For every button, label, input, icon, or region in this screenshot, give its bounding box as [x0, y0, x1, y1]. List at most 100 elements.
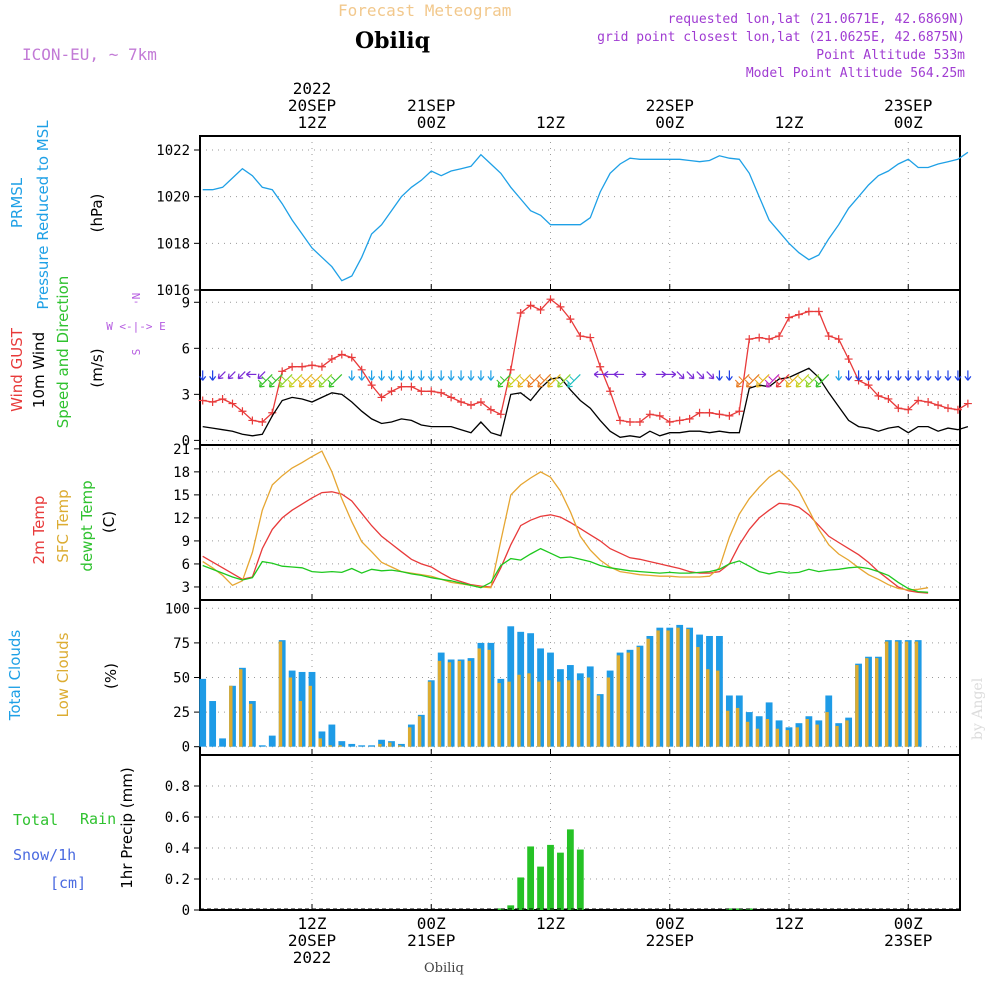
- low-cloud-bar: [914, 641, 919, 747]
- low-cloud-bar: [318, 738, 322, 747]
- total-cloud-bar: [348, 743, 356, 747]
- wind-arrow-feather: [506, 379, 512, 385]
- wind-arrow: [784, 373, 800, 388]
- low-cloud-bar: [875, 658, 879, 747]
- wind-gust-label: Wind GUST: [8, 327, 26, 412]
- wind-gust-marker: [407, 382, 416, 391]
- model-label: ICON-EU, ~ 7km: [22, 45, 157, 64]
- low-cloud-bar: [378, 743, 382, 747]
- y-tick-label: 1020: [156, 190, 190, 206]
- wind-arrow: [725, 370, 733, 381]
- wind-gust-marker: [616, 416, 625, 425]
- wind-gust-marker: [556, 302, 565, 311]
- y-tick-label: 6: [182, 341, 190, 357]
- wind-arrow-feather: [496, 379, 502, 385]
- wind-arrow: [954, 370, 962, 381]
- wind-arrow-head: [745, 382, 752, 388]
- wind-arrow-shaft: [237, 371, 246, 380]
- pressure-line: [202, 151, 969, 282]
- wind-arrow: [814, 373, 830, 388]
- wind-arrow-shaft: [217, 371, 226, 380]
- wind-gust-marker: [864, 381, 873, 390]
- wind-gust-marker: [377, 393, 386, 402]
- wind-arrow: [447, 370, 455, 381]
- wind-gust-marker: [437, 388, 446, 397]
- wind-arrow-head: [725, 376, 733, 381]
- wind-gust-marker: [685, 414, 694, 423]
- wind-arrow: [368, 370, 376, 381]
- wind-gust-marker: [526, 301, 535, 310]
- low-cloud-bar: [328, 745, 332, 747]
- precip-total-label: Total: [13, 811, 58, 829]
- wind-arrow: [635, 370, 647, 378]
- time-label-bottom: 21SEP: [407, 931, 455, 950]
- wind-arrow: [257, 373, 273, 388]
- wind-arrow-feather: [774, 379, 780, 385]
- wind-arrow-head: [805, 382, 812, 388]
- wind-gust-marker: [794, 310, 803, 319]
- wind-arrow-head: [209, 376, 217, 381]
- wind-arrow: [487, 370, 495, 381]
- pressure-axis-label: Pressure Reduced to MSL: [34, 120, 52, 310]
- wind-arrow-shaft: [686, 371, 695, 380]
- low-cloud-bar: [716, 670, 720, 747]
- low-cloud-bar: [477, 648, 481, 747]
- wind-arrow: [944, 370, 952, 381]
- wind-gust-marker: [417, 387, 426, 396]
- wind-arrow: [496, 373, 512, 388]
- y-tick-label: 0.4: [165, 841, 190, 857]
- time-label-bottom: 23SEP: [884, 931, 932, 950]
- wind-arrow: [277, 373, 293, 388]
- pressure-unit-label: (hPa): [88, 194, 106, 233]
- wind-arrow-head: [593, 370, 599, 378]
- wind-gust-marker: [894, 404, 903, 413]
- wind-arrow: [327, 373, 343, 388]
- time-label-bottom: 12Z: [298, 914, 327, 933]
- wind-gust-line: [202, 298, 969, 423]
- wind-arrow-feather: [559, 376, 565, 382]
- point-altitude: Point Altitude 533m: [816, 48, 965, 63]
- wind-arrow: [593, 370, 605, 378]
- y-tick-label: 12: [173, 511, 190, 527]
- wind-gust-marker: [198, 396, 207, 405]
- wind-arrow-feather: [814, 379, 820, 385]
- wind-gust-marker: [914, 396, 923, 405]
- wind-gust-marker: [655, 411, 664, 420]
- y-tick-label: 0: [182, 740, 190, 756]
- compass-we: W <-|-> E: [106, 320, 166, 333]
- wind-arrow: [676, 371, 685, 380]
- wind-arrow-feather: [301, 376, 307, 382]
- wind-arrow-head: [227, 373, 234, 380]
- wind-arrow-head: [904, 376, 912, 381]
- wind-arrow-head: [259, 382, 265, 388]
- wind-arrow-feather: [499, 376, 505, 382]
- wind-arrow: [865, 370, 872, 381]
- precip-rain-label: Rain: [80, 810, 116, 828]
- low-cloud-bar: [805, 719, 809, 747]
- wind-arrow-shaft: [676, 371, 685, 380]
- wind-gust-marker: [218, 394, 227, 403]
- y-tick-label: 1022: [156, 143, 190, 159]
- wind-arrow-head: [775, 382, 782, 388]
- rain-bar: [507, 905, 515, 910]
- wind-gust-marker: [576, 332, 585, 341]
- low-cloud-bar: [427, 681, 432, 747]
- wind-gust-marker: [814, 307, 823, 316]
- low-cloud-bar: [566, 680, 571, 747]
- wind-arrow-feather: [784, 379, 790, 385]
- wind-arrow-head: [246, 370, 251, 378]
- low-cloud-bar: [527, 673, 531, 747]
- wind-arrow-feather: [778, 376, 784, 382]
- wind-arrow-head: [708, 373, 715, 380]
- low-cloud-bar: [735, 707, 740, 747]
- total-clouds-label: Total Clouds: [6, 630, 24, 722]
- wind-arrow: [696, 371, 705, 380]
- wind-gust-marker: [288, 362, 297, 371]
- wind-arrow-feather: [317, 379, 323, 385]
- wind-arrow: [388, 370, 395, 381]
- wind-unit-label: (m/s): [88, 348, 106, 387]
- wind-arrow: [613, 370, 625, 378]
- compass-n: N: [130, 293, 143, 300]
- panel-frame: [199, 444, 961, 601]
- low-cloud-bar: [417, 716, 422, 747]
